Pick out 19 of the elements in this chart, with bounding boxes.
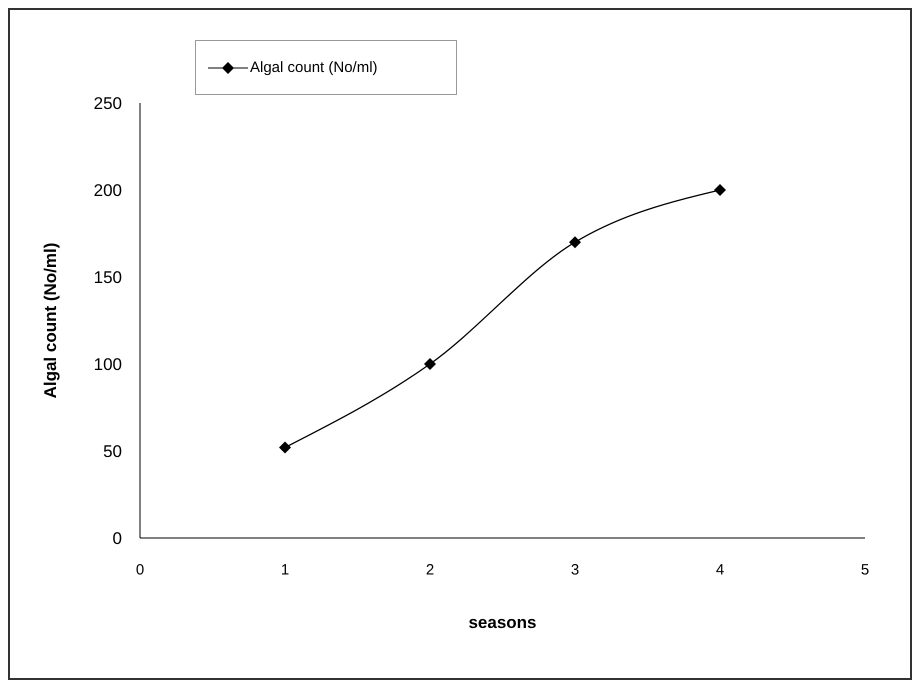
y-tick-label: 0 xyxy=(112,529,122,548)
legend-label: Algal count (No/ml) xyxy=(250,59,378,76)
x-axis-title: seasons xyxy=(468,613,537,632)
y-tick-label: 100 xyxy=(94,355,122,374)
y-tick-label: 200 xyxy=(94,181,122,200)
point xyxy=(714,184,726,196)
x-tick-label: 5 xyxy=(860,562,870,579)
x-tick-label: 3 xyxy=(570,562,580,579)
y-tick-label: 150 xyxy=(94,268,122,288)
x-tick-label: 4 xyxy=(716,562,724,579)
point xyxy=(279,442,291,454)
x-tick-label: 1 xyxy=(280,562,290,579)
x-tick-label: 2 xyxy=(426,562,434,579)
y-axis-title: Algal count (No/ml) xyxy=(41,242,60,398)
point xyxy=(569,236,581,248)
y-tick-label: 250 xyxy=(94,94,122,114)
point xyxy=(424,358,436,370)
y-tick-label: 50 xyxy=(103,442,122,462)
x-tick-label: 0 xyxy=(136,562,144,579)
